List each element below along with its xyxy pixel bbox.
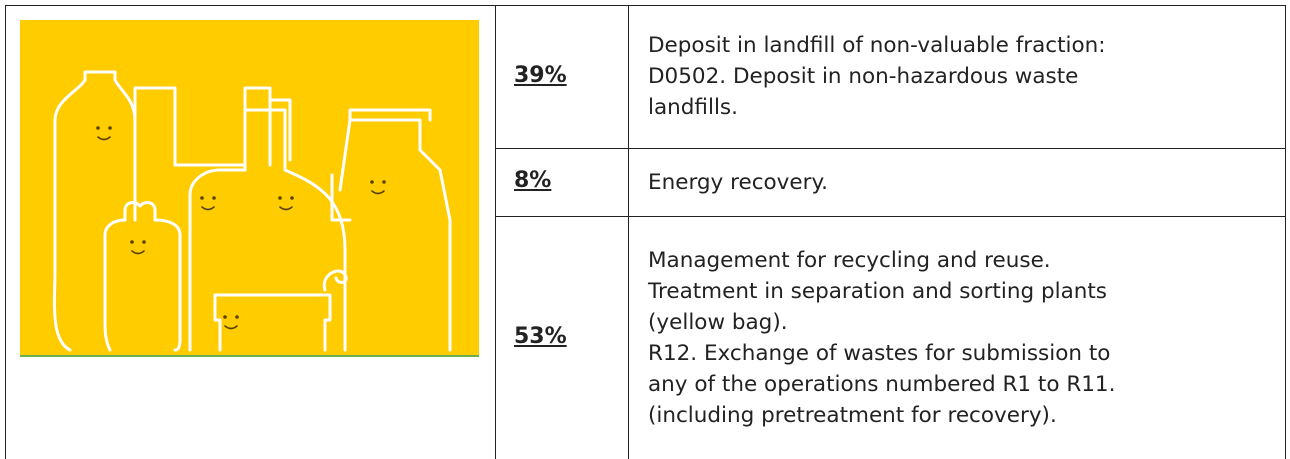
description-line: Treatment in separation and sorting plan… xyxy=(648,276,1115,307)
description-line: any of the operations numbered R1 to R11… xyxy=(648,369,1115,400)
description: Energy recovery. xyxy=(648,167,828,198)
description-line: D0502. Deposit in non-hazardous waste xyxy=(648,61,1106,92)
description-line: (yellow bag). xyxy=(648,307,1115,338)
description-line: landfills. xyxy=(648,92,1106,123)
border xyxy=(5,5,6,459)
percent: 39% xyxy=(496,63,628,88)
description-line: R12. Exchange of wastes for submission t… xyxy=(648,338,1115,369)
percent: 8% xyxy=(496,168,628,193)
description: Management for recycling and reuse.Treat… xyxy=(648,245,1115,431)
border xyxy=(495,216,1286,217)
description-line: (including pretreatment for recovery). xyxy=(648,400,1115,431)
page: 39% Deposit in landfill of non-valuable f… xyxy=(0,0,1290,459)
description-line: Deposit in landfill of non-valuable frac… xyxy=(648,30,1106,61)
border xyxy=(1285,5,1286,459)
border xyxy=(5,5,1286,6)
description-line: Management for recycling and reuse. xyxy=(648,245,1115,276)
border xyxy=(495,148,1286,149)
description: Deposit in landfill of non-valuable frac… xyxy=(648,30,1106,123)
description-line: Energy recovery. xyxy=(648,167,828,198)
percent: 53% xyxy=(496,324,628,349)
illustration xyxy=(20,20,479,358)
border xyxy=(628,5,629,459)
